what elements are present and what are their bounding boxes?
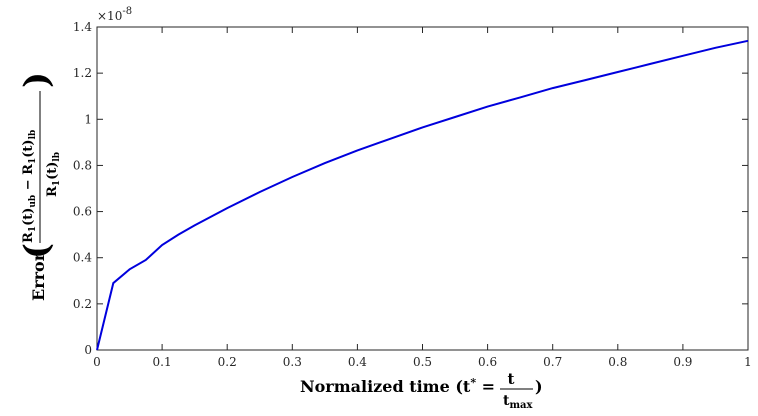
y-label-word: Error bbox=[29, 252, 48, 301]
axes-frame bbox=[96, 26, 749, 351]
y-label-num-a: R bbox=[21, 232, 36, 243]
x-tick-label: 0.9 bbox=[673, 355, 692, 369]
y-tick-label: 0.8 bbox=[73, 158, 92, 172]
y-label-num-a-sub: 1 bbox=[28, 226, 38, 232]
y-tick-label: 0.2 bbox=[73, 297, 92, 311]
x-tick-label: 0.3 bbox=[283, 355, 302, 369]
y-label-den: R bbox=[45, 186, 60, 197]
y-label-paren-open: ( bbox=[17, 243, 57, 259]
svg-text:Normalized time (t* =: Normalized time (t* = bbox=[300, 376, 495, 396]
y-label-num-b-sub: 1 bbox=[28, 158, 38, 164]
x-tick-label: 0.1 bbox=[153, 355, 172, 369]
y-tick-label: 0 bbox=[84, 343, 92, 357]
x-label-close: ) bbox=[535, 377, 543, 396]
series-line-0 bbox=[96, 39, 749, 351]
y-label-num-a-t: (t) bbox=[21, 208, 36, 226]
x-label-prefix: Normalized time (t bbox=[300, 377, 471, 396]
y-label-den-sub: 1 bbox=[52, 180, 62, 186]
y-label-minus: − bbox=[21, 175, 36, 195]
y-exponent-power: -8 bbox=[122, 6, 132, 17]
x-label-frac-num: t bbox=[508, 370, 515, 388]
x-tick-label: 0.4 bbox=[348, 355, 367, 369]
x-label-frac-den-sub: max bbox=[509, 400, 533, 411]
x-tick-label: 0.5 bbox=[413, 355, 432, 369]
y-label-num-a-sub2: ub bbox=[28, 195, 38, 208]
y-label-num-b-sub2: lb bbox=[28, 130, 38, 140]
x-tick-label: 0.8 bbox=[608, 355, 627, 369]
x-label-frac-den: t bbox=[503, 393, 510, 409]
series-layer bbox=[96, 39, 749, 351]
x-axis-label: Normalized time (t* = t tmax ) bbox=[300, 370, 543, 411]
x-tick-label: 1 bbox=[744, 355, 752, 369]
y-axis-label: Error ( R1(t)ub − R1(t)lb R1(t)lb ) bbox=[17, 72, 62, 301]
svg-text:R1(t)ub − R1(t)lb: R1(t)ub − R1(t)lb bbox=[21, 130, 38, 243]
axes-box bbox=[96, 26, 749, 351]
y-label-num-b-t: (t) bbox=[21, 139, 36, 157]
y-label-den-sub2: lb bbox=[52, 152, 62, 162]
y-exponent: ×10-8 bbox=[97, 6, 132, 23]
y-exponent-base: ×10 bbox=[97, 9, 122, 23]
x-tick-label: 0.7 bbox=[543, 355, 562, 369]
y-tick-label: 1 bbox=[84, 112, 92, 126]
x-tick-label: 0 bbox=[93, 355, 101, 369]
y-label-den-t: (t) bbox=[45, 162, 60, 180]
y-tick-label: 1.2 bbox=[73, 66, 92, 80]
svg-text:R1(t)lb: R1(t)lb bbox=[45, 152, 62, 197]
y-tick-label: 1.4 bbox=[73, 20, 92, 34]
y-tick-label: 0.6 bbox=[73, 205, 92, 219]
svg-text:tmax: tmax bbox=[503, 393, 534, 411]
y-label-paren-close: ) bbox=[17, 72, 57, 88]
y-label-num-b: R bbox=[21, 164, 36, 175]
x-label-star: * bbox=[470, 376, 476, 389]
x-tick-label: 0.2 bbox=[218, 355, 237, 369]
x-tick-label: 0.6 bbox=[478, 355, 497, 369]
x-label-eq: = bbox=[476, 377, 495, 396]
x-axis-ticks: 0 0.1 0.2 0.3 0.4 0.5 0.6 0.7 0.8 0.9 1 bbox=[93, 27, 752, 369]
y-tick-label: 0.4 bbox=[73, 251, 92, 265]
y-axis-ticks: 0 0.2 0.4 0.6 0.8 1 1.2 1.4 bbox=[73, 20, 748, 357]
